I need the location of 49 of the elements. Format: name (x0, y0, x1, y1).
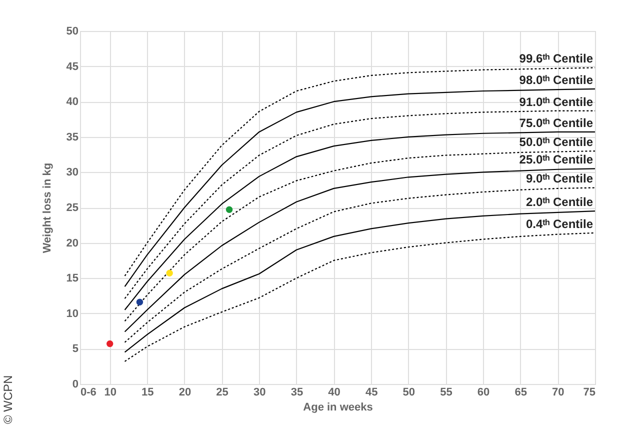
line-series (124, 150, 596, 322)
line-series (124, 110, 596, 300)
x-tick-label: 70 (552, 386, 564, 398)
series-label: 25.0ᵗʰ Centile (519, 152, 594, 167)
series-label: 0.4ᵗʰ Centile (526, 216, 594, 231)
y-tick-label: 30 (66, 166, 78, 179)
point (166, 270, 173, 277)
y-tick-label: 0 (72, 378, 78, 390)
y-tick-label: 5 (72, 343, 78, 356)
x-tick-label: 10 (104, 386, 116, 398)
series-label: 2.0ᵗʰ Centile (526, 195, 594, 210)
y-tick-label: 45 (66, 60, 78, 73)
x-tick-label: 40 (328, 386, 340, 398)
y-tick-label: 15 (66, 272, 78, 285)
x-tick-label: 50 (402, 386, 416, 398)
series-label: 50.0ᵗʰ Centile (519, 135, 594, 150)
series-label: 9.0ᵗʰ Centile (526, 172, 594, 186)
x-tick-label: 20 (178, 386, 192, 398)
point (106, 340, 114, 348)
text: © WCPN (1, 375, 15, 424)
x-tick-label: 65 (514, 386, 527, 398)
point (226, 206, 233, 213)
y-tick-label: 25 (66, 202, 78, 214)
x-tick-label: 35 (290, 386, 304, 398)
y-tick-label: 10 (66, 308, 78, 320)
line-series (124, 210, 596, 353)
y-axis-title: Weight loss in kg (41, 162, 54, 254)
series-label: 91.0ᵗʰ Centile (519, 94, 594, 109)
x-tick-label: 0-6 (80, 386, 96, 398)
y-tick-label: 50 (66, 26, 78, 38)
point (136, 298, 144, 306)
x-axis-title: Age in weeks (303, 402, 373, 414)
x-tick-label: 30 (254, 386, 266, 398)
series-label: 99.6ᵗʰ Centile (519, 52, 594, 66)
x-tick-label: 75 (583, 386, 596, 398)
x-tick-label: 25 (216, 386, 228, 398)
series-label: 75.0ᵗʰ Centile (519, 116, 594, 130)
x-tick-label: 60 (477, 386, 490, 398)
y-tick-label: 40 (66, 96, 78, 108)
line-series (124, 131, 596, 310)
x-tick-label: 15 (142, 386, 154, 398)
x-tick-label: 55 (440, 386, 452, 398)
y-tick-label: 35 (66, 131, 78, 144)
line-series (124, 232, 596, 362)
series-label: 98.0ᵗʰ Centile (519, 72, 594, 87)
x-tick-label: 45 (365, 386, 378, 398)
line-series (124, 187, 596, 343)
y-tick-label: 20 (66, 237, 78, 250)
line-series (124, 168, 596, 332)
